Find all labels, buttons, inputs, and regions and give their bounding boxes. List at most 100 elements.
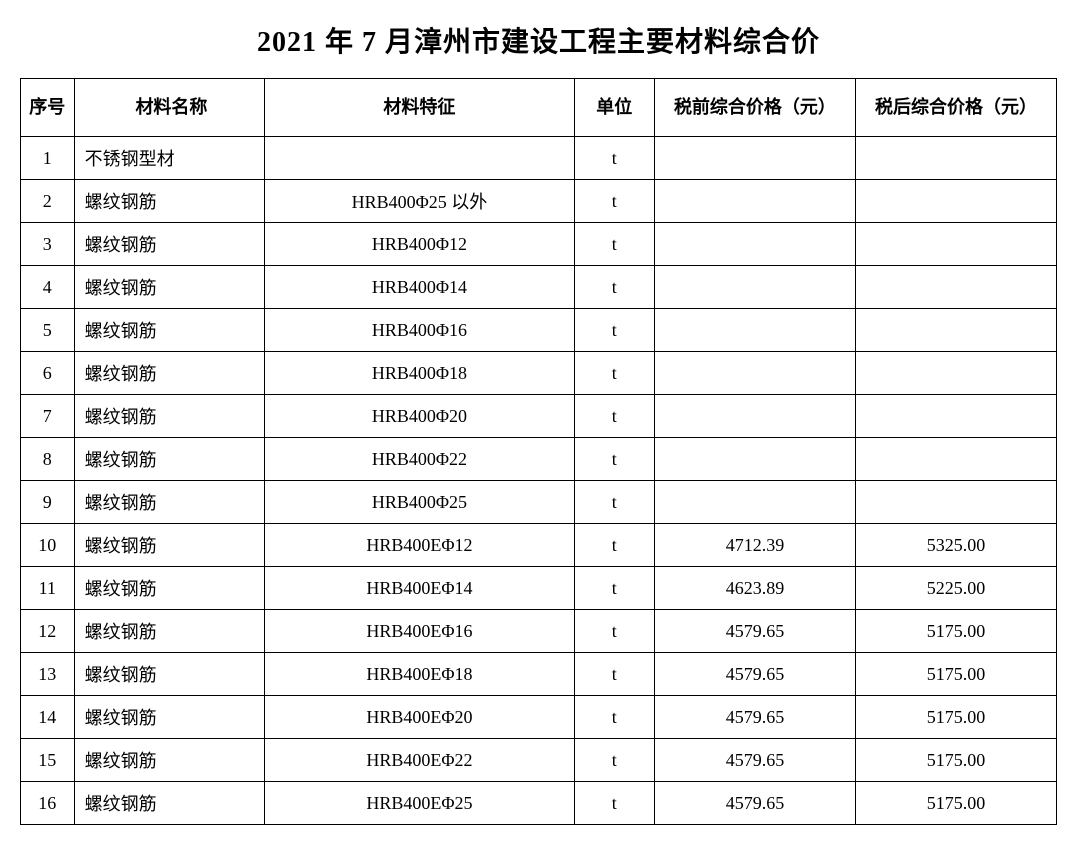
cell-pretax [654, 352, 855, 395]
cell-pretax [654, 309, 855, 352]
table-row: 11螺纹钢筋HRB400EΦ14t4623.895225.00 [21, 567, 1057, 610]
cell-name: 螺纹钢筋 [74, 481, 265, 524]
cell-seq: 2 [21, 180, 75, 223]
cell-unit: t [574, 524, 654, 567]
cell-unit: t [574, 696, 654, 739]
cell-pretax: 4579.65 [654, 653, 855, 696]
cell-seq: 5 [21, 309, 75, 352]
cell-pretax [654, 266, 855, 309]
cell-seq: 15 [21, 739, 75, 782]
cell-seq: 16 [21, 782, 75, 825]
table-row: 2螺纹钢筋HRB400Φ25 以外t [21, 180, 1057, 223]
cell-spec: HRB400EΦ12 [265, 524, 574, 567]
table-row: 12螺纹钢筋HRB400EΦ16t4579.655175.00 [21, 610, 1057, 653]
cell-pretax: 4579.65 [654, 739, 855, 782]
cell-pretax [654, 137, 855, 180]
cell-unit: t [574, 352, 654, 395]
cell-spec: HRB400Φ25 以外 [265, 180, 574, 223]
table-row: 14螺纹钢筋HRB400EΦ20t4579.655175.00 [21, 696, 1057, 739]
cell-name: 螺纹钢筋 [74, 524, 265, 567]
cell-spec: HRB400EΦ14 [265, 567, 574, 610]
cell-name: 螺纹钢筋 [74, 309, 265, 352]
header-pretax: 税前综合价格（元） [654, 79, 855, 137]
table-row: 1不锈钢型材 t [21, 137, 1057, 180]
cell-unit: t [574, 610, 654, 653]
cell-spec: HRB400Φ14 [265, 266, 574, 309]
cell-pretax [654, 481, 855, 524]
header-name: 材料名称 [74, 79, 265, 137]
table-row: 6螺纹钢筋HRB400Φ18t [21, 352, 1057, 395]
cell-seq: 9 [21, 481, 75, 524]
cell-unit: t [574, 653, 654, 696]
table-row: 10螺纹钢筋HRB400EΦ12t4712.395325.00 [21, 524, 1057, 567]
cell-posttax [855, 481, 1056, 524]
cell-name: 螺纹钢筋 [74, 653, 265, 696]
cell-unit: t [574, 481, 654, 524]
table-body: 1不锈钢型材t2螺纹钢筋HRB400Φ25 以外t3螺纹钢筋HRB400Φ12t… [21, 137, 1057, 825]
cell-spec: HRB400Φ12 [265, 223, 574, 266]
cell-pretax [654, 180, 855, 223]
cell-seq: 13 [21, 653, 75, 696]
cell-posttax [855, 266, 1056, 309]
table-row: 4螺纹钢筋HRB400Φ14t [21, 266, 1057, 309]
cell-spec: HRB400Φ18 [265, 352, 574, 395]
cell-unit: t [574, 782, 654, 825]
cell-spec: HRB400EΦ20 [265, 696, 574, 739]
cell-posttax: 5175.00 [855, 739, 1056, 782]
page-title: 2021 年 7 月漳州市建设工程主要材料综合价 [20, 20, 1057, 60]
cell-posttax [855, 223, 1056, 266]
cell-unit: t [574, 266, 654, 309]
table-row: 8螺纹钢筋HRB400Φ22t [21, 438, 1057, 481]
cell-name: 螺纹钢筋 [74, 567, 265, 610]
cell-pretax [654, 223, 855, 266]
cell-spec: HRB400EΦ18 [265, 653, 574, 696]
cell-name: 螺纹钢筋 [74, 696, 265, 739]
cell-seq: 12 [21, 610, 75, 653]
cell-name: 螺纹钢筋 [74, 352, 265, 395]
cell-posttax [855, 395, 1056, 438]
cell-unit: t [574, 223, 654, 266]
cell-unit: t [574, 309, 654, 352]
cell-name: 螺纹钢筋 [74, 782, 265, 825]
cell-name: 螺纹钢筋 [74, 739, 265, 782]
table-row: 9螺纹钢筋HRB400Φ25t [21, 481, 1057, 524]
cell-posttax: 5175.00 [855, 610, 1056, 653]
cell-pretax [654, 395, 855, 438]
cell-posttax [855, 309, 1056, 352]
cell-unit: t [574, 739, 654, 782]
materials-table: 序号 材料名称 材料特征 单位 税前综合价格（元） 税后综合价格（元） 1不锈钢… [20, 78, 1057, 825]
header-seq: 序号 [21, 79, 75, 137]
cell-name: 螺纹钢筋 [74, 266, 265, 309]
cell-seq: 1 [21, 137, 75, 180]
cell-unit: t [574, 137, 654, 180]
cell-seq: 8 [21, 438, 75, 481]
cell-seq: 10 [21, 524, 75, 567]
cell-unit: t [574, 438, 654, 481]
cell-posttax: 5175.00 [855, 782, 1056, 825]
header-posttax: 税后综合价格（元） [855, 79, 1056, 137]
table-row: 16螺纹钢筋HRB400EΦ25t4579.655175.00 [21, 782, 1057, 825]
cell-spec: HRB400EΦ25 [265, 782, 574, 825]
cell-posttax: 5175.00 [855, 696, 1056, 739]
cell-name: 螺纹钢筋 [74, 180, 265, 223]
cell-spec: HRB400EΦ16 [265, 610, 574, 653]
cell-posttax [855, 438, 1056, 481]
cell-spec: HRB400Φ25 [265, 481, 574, 524]
cell-pretax: 4579.65 [654, 696, 855, 739]
cell-name: 不锈钢型材 [74, 137, 265, 180]
cell-name: 螺纹钢筋 [74, 395, 265, 438]
cell-posttax [855, 352, 1056, 395]
cell-seq: 14 [21, 696, 75, 739]
cell-spec: HRB400Φ22 [265, 438, 574, 481]
cell-spec: HRB400EΦ22 [265, 739, 574, 782]
table-row: 13螺纹钢筋HRB400EΦ18t4579.655175.00 [21, 653, 1057, 696]
header-spec: 材料特征 [265, 79, 574, 137]
cell-seq: 7 [21, 395, 75, 438]
cell-name: 螺纹钢筋 [74, 438, 265, 481]
cell-seq: 4 [21, 266, 75, 309]
cell-posttax: 5325.00 [855, 524, 1056, 567]
cell-seq: 11 [21, 567, 75, 610]
table-row: 3螺纹钢筋HRB400Φ12t [21, 223, 1057, 266]
header-unit: 单位 [574, 79, 654, 137]
cell-posttax: 5175.00 [855, 653, 1056, 696]
